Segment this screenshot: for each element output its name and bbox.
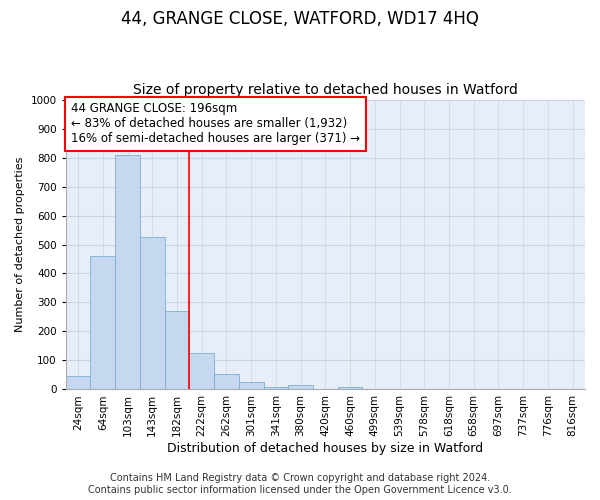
Text: Contains HM Land Registry data © Crown copyright and database right 2024.
Contai: Contains HM Land Registry data © Crown c… [88,474,512,495]
Bar [288,385,313,390]
Bar [263,386,288,390]
Bar [338,386,362,390]
Y-axis label: Number of detached properties: Number of detached properties [15,157,25,332]
Bar [164,311,190,390]
Bar [66,376,91,390]
Bar [91,256,115,390]
X-axis label: Distribution of detached houses by size in Watford: Distribution of detached houses by size … [167,442,484,455]
Title: Size of property relative to detached houses in Watford: Size of property relative to detached ho… [133,83,518,97]
Text: 44, GRANGE CLOSE, WATFORD, WD17 4HQ: 44, GRANGE CLOSE, WATFORD, WD17 4HQ [121,10,479,28]
Bar [214,374,239,390]
Bar [239,382,263,390]
Bar [115,154,140,390]
Bar [190,353,214,390]
Text: 44 GRANGE CLOSE: 196sqm
← 83% of detached houses are smaller (1,932)
16% of semi: 44 GRANGE CLOSE: 196sqm ← 83% of detache… [71,102,360,146]
Bar [140,238,164,390]
